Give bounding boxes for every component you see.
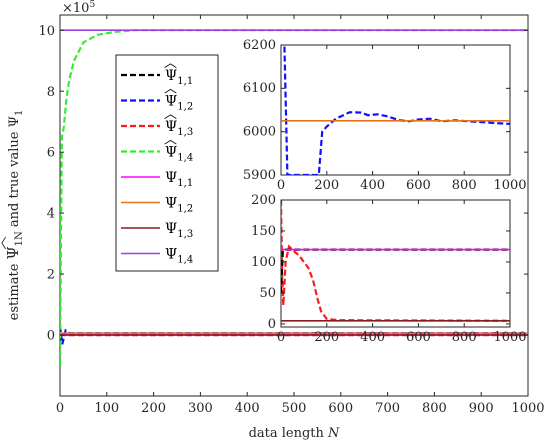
y-tick-label: 200	[251, 193, 276, 208]
x-tick-label: 800	[452, 178, 477, 193]
x-tick-label: 200	[314, 330, 339, 345]
legend-label: Ψ1,3	[165, 119, 193, 138]
y-tick-label: 8	[47, 85, 55, 100]
legend-label: Ψ1,2	[165, 94, 193, 113]
x-tick-label: 1000	[493, 178, 526, 193]
x-tick-label: 800	[422, 401, 447, 416]
inset-bottom-plot-area	[280, 199, 511, 328]
x-tick-label: 0	[277, 178, 285, 193]
y-tick-label: 6100	[243, 81, 276, 96]
exponent-label: ×105	[62, 0, 95, 16]
x-tick-label: 600	[406, 330, 431, 345]
x-tick-label: 500	[282, 401, 307, 416]
x-tick-label: 1000	[511, 401, 544, 416]
x-tick-label: 200	[141, 401, 166, 416]
x-tick-label: 700	[375, 401, 400, 416]
x-tick-label: 600	[328, 401, 353, 416]
inset-top-ticks-group: 0 200 400 600 800 1000 5900 6000 6100 6200	[243, 38, 527, 193]
y-tick-label: 0	[268, 317, 276, 332]
y-tick-label: 10	[38, 24, 55, 39]
legend-box	[115, 54, 219, 272]
x-tick-label: 300	[188, 401, 213, 416]
x-tick-label: 100	[94, 401, 119, 416]
legend-label: Ψ1,3	[165, 221, 193, 240]
legend-label: Ψ1,1	[165, 170, 193, 189]
x-tick-label: 400	[360, 178, 385, 193]
inset-top-plot-area	[280, 44, 511, 176]
legend-label: Ψ1,4	[165, 145, 193, 164]
inset-top: 0 200 400 600 800 1000 5900 6000 6100 6200	[243, 38, 527, 193]
legend: Ψ1,1︿Ψ1,2︿Ψ1,3︿Ψ1,4︿Ψ1,1Ψ1,2Ψ1,3Ψ1,4	[115, 54, 219, 272]
svg-text:estimate Ψ1N and true value Ψ1: estimate Ψ1N and true value Ψ1	[4, 110, 25, 321]
series-line-0-3	[60, 29, 528, 366]
x-tick-label: 200	[314, 178, 339, 193]
inset-top-series-group	[281, 45, 510, 175]
x-tick-label: 400	[360, 330, 385, 345]
y-tick-label: 5900	[243, 168, 276, 183]
inset-bottom-series-group	[281, 200, 510, 322]
y-tick-label: 100	[251, 255, 276, 270]
y-tick-label: 6000	[243, 125, 276, 140]
y-tick-label: 4	[47, 207, 55, 222]
y-tick-label: 150	[251, 224, 276, 239]
y-tick-label: 6200	[243, 38, 276, 53]
y-tick-label: 2	[47, 268, 55, 283]
legend-hat: ︿	[164, 82, 177, 97]
legend-label: Ψ1,2	[165, 196, 193, 215]
legend-hat: ︿	[164, 107, 177, 122]
x-tick-label: 900	[469, 401, 494, 416]
inset-bottom-ticks-group: 0 200 400 600 800 1000 0 50 100 150 200	[251, 193, 526, 345]
x-axis-label: data length N	[249, 426, 340, 441]
svg-text:︿: ︿	[0, 236, 9, 249]
y-tick-label: 6	[47, 146, 55, 161]
legend-entries: Ψ1,1︿Ψ1,2︿Ψ1,3︿Ψ1,4︿Ψ1,1Ψ1,2Ψ1,3Ψ1,4	[121, 56, 193, 266]
x-tick-label: 600	[406, 178, 431, 193]
legend-hat: ︿	[164, 56, 177, 71]
inset-bottom: 0 200 400 600 800 1000 0 50 100 150 200	[251, 193, 526, 345]
x-tick-label: 0	[56, 401, 64, 416]
x-tick-label: 400	[235, 401, 260, 416]
x-tick-label: 1000	[493, 330, 526, 345]
x-tick-label: 0	[277, 330, 285, 345]
x-tick-label: 800	[452, 330, 477, 345]
legend-label: Ψ1,4	[165, 247, 193, 266]
legend-label: Ψ1,1	[165, 68, 193, 87]
series-line-2-0	[281, 200, 510, 322]
legend-hat: ︿	[164, 133, 177, 148]
y-axis-label: estimate Ψ1N and true value Ψ1 ︿	[0, 110, 25, 321]
y-tick-label: 0	[47, 329, 55, 344]
y-tick-label: 50	[259, 286, 276, 301]
